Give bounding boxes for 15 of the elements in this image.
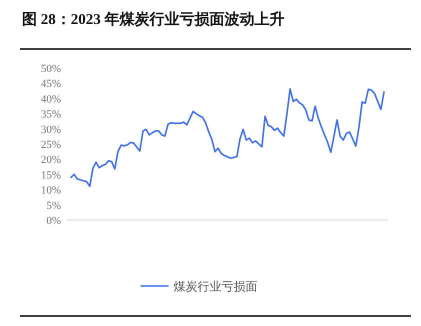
chart-title: 图 28：2023 年煤炭行业亏损面波动上升	[22, 11, 284, 28]
y-tick-label: 5%	[46, 200, 61, 212]
y-tick-label: 35%	[40, 108, 61, 121]
y-tick-label: 50%	[40, 63, 61, 75]
legend-label: 煤炭行业亏损面	[174, 280, 258, 294]
legend: 煤炭行业亏损面	[140, 280, 258, 294]
y-tick-label: 15%	[40, 169, 61, 182]
y-tick-label: 20%	[40, 154, 61, 166]
y-tick-label: 25%	[40, 139, 61, 151]
y-tick-label: 30%	[40, 124, 61, 136]
y-tick-label: 10%	[40, 184, 61, 197]
line-series	[70, 88, 385, 188]
y-tick-label: 45%	[40, 78, 61, 90]
y-tick-label: 0%	[46, 215, 61, 227]
y-tick-label: 40%	[40, 93, 61, 106]
